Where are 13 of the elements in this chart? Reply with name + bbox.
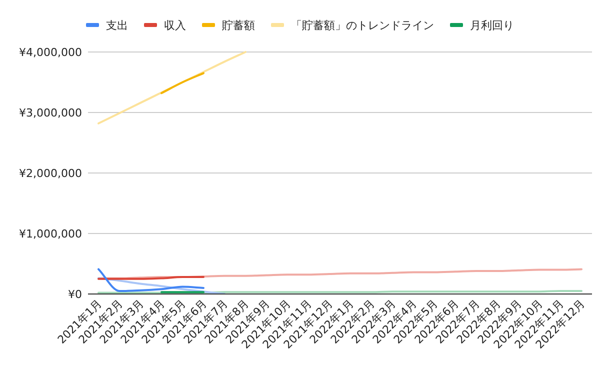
legend-label: 支出 <box>106 19 128 32</box>
y-tick-label: ¥1,000,000 <box>19 228 82 240</box>
y-tick-label: ¥0 <box>68 288 82 301</box>
line-series <box>98 51 246 124</box>
y-tick-label: ¥4,000,000 <box>19 46 82 59</box>
legend-label: 貯蓄額 <box>222 19 255 32</box>
legend-label: 月利回り <box>470 19 514 32</box>
y-tick-label: ¥2,000,000 <box>19 167 82 180</box>
line-series <box>98 268 204 292</box>
legend-label: 「貯蓄額」のトレンドライン <box>291 19 434 32</box>
y-tick-label: ¥3,000,000 <box>19 106 82 120</box>
legend-label: 収入 <box>164 19 186 32</box>
line-series <box>98 277 226 294</box>
